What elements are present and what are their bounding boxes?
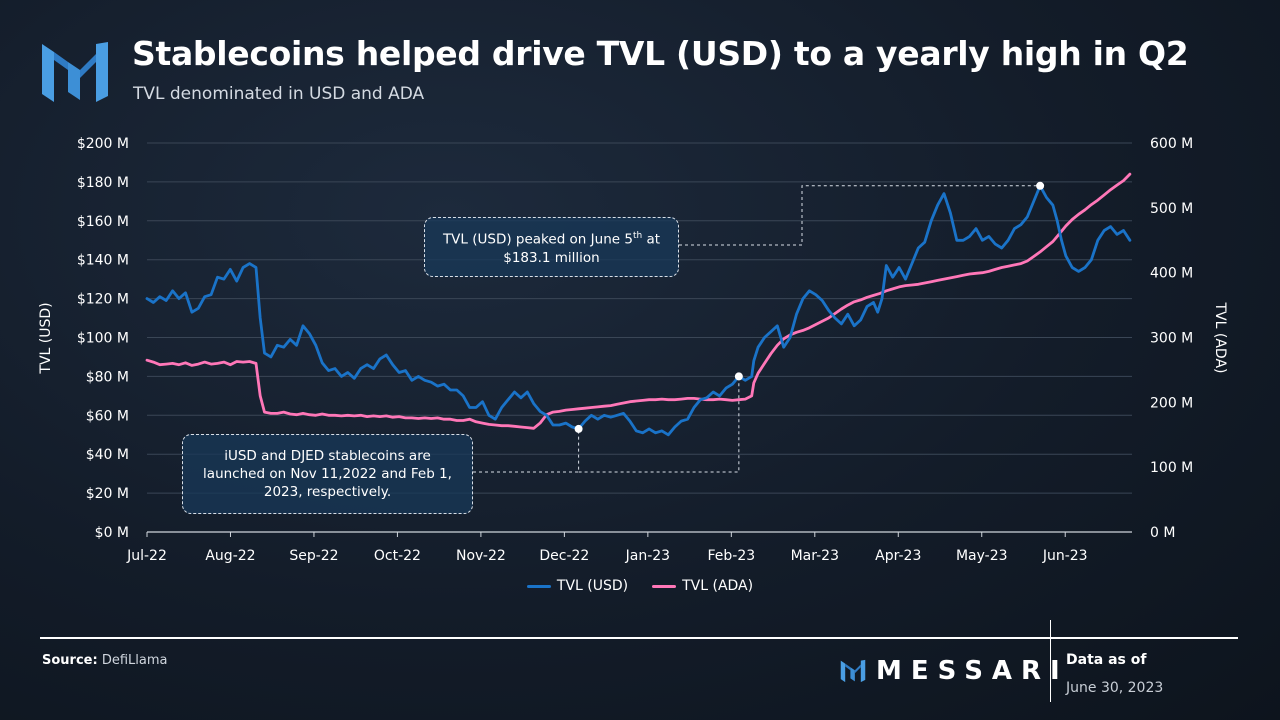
y-right-tick-label: 0 M — [1150, 525, 1175, 541]
chart-title: Stablecoins helped drive TVL (USD) to a … — [132, 34, 1189, 73]
x-tick-label: Aug-22 — [205, 548, 255, 564]
nov-connector — [473, 428, 580, 473]
feb-connector — [578, 376, 740, 473]
source-note: Source: DefiLlama — [42, 653, 167, 668]
annotation-connectors — [473, 185, 1041, 473]
axis-ticks: $0 M $20 M $40 M $60 M $80 M $100 M $120 M $140… — [77, 136, 1193, 564]
y-right-tick-label: 400 M — [1150, 266, 1193, 282]
x-tick-label: Apr-23 — [875, 548, 921, 564]
chart-subtitle: TVL denominated in USD and ADA — [133, 84, 425, 104]
y-right-tick-label: 600 M — [1150, 136, 1193, 152]
peak-annotation-sup: th — [632, 231, 643, 242]
y-left-tick-label: $80 M — [86, 369, 129, 385]
series-line-ada — [145, 172, 1132, 430]
y-left-tick-label: $160 M — [77, 214, 129, 230]
x-tick-label: May-23 — [956, 548, 1008, 564]
legend-swatch-usd — [526, 584, 551, 588]
series-lines — [145, 172, 1132, 437]
y-left-tick-label: $40 M — [86, 447, 129, 463]
stablecoin-annotation: iUSD and DJED stablecoins are launched o… — [182, 434, 473, 514]
series-line-usd — [145, 184, 1132, 437]
y-right-tick-label: 300 M — [1150, 331, 1193, 347]
x-tick-label: Dec-22 — [539, 548, 589, 564]
annotation-markers — [574, 181, 1045, 433]
messari-logo-icon — [42, 42, 108, 102]
chart-legend: TVL (USD) TVL (ADA) — [0, 578, 1280, 594]
data-as-of-date: June 30, 2023 — [1066, 680, 1164, 696]
y-left-tick-label: $200 M — [77, 136, 129, 152]
nov-marker — [574, 424, 583, 433]
footer-vertical-divider — [1050, 620, 1051, 702]
y-right-tick-label: 500 M — [1150, 201, 1193, 217]
x-tick-label: Nov-22 — [456, 548, 506, 564]
x-tick-label: Feb-23 — [707, 548, 755, 564]
stablecoin-annotation-text: iUSD and DJED stablecoins are launched o… — [203, 448, 452, 500]
x-tick-label: Mar-23 — [791, 548, 839, 564]
legend-item-usd[interactable]: TVL (USD) — [526, 578, 629, 594]
peak-marker — [1036, 181, 1045, 190]
y-left-tick-label: $20 M — [86, 486, 129, 502]
peak-annotation-value: $183.1 million — [503, 249, 600, 266]
x-tick-label: Jan-23 — [625, 548, 670, 564]
peak-annotation-text: TVL (USD) peaked on June 5 — [442, 231, 633, 248]
x-tick-label: Jun-23 — [1042, 548, 1088, 564]
source-label: Source: — [42, 653, 98, 668]
data-as-of-label: Data as of — [1066, 652, 1147, 668]
legend-item-ada[interactable]: TVL (ADA) — [652, 578, 753, 594]
legend-label-usd: TVL (USD) — [556, 578, 629, 594]
messari-brand: MESSARI — [840, 656, 1069, 686]
x-tick-label: Sep-22 — [289, 548, 338, 564]
y-right-tick-label: 100 M — [1150, 460, 1193, 476]
peak-annotation-text-end: at — [642, 231, 661, 248]
peak-connector — [679, 185, 1041, 246]
y-left-tick-label: $140 M — [77, 253, 129, 269]
feb-marker — [734, 372, 743, 381]
footer-divider — [40, 637, 1238, 639]
y-left-tick-label: $60 M — [86, 408, 129, 424]
y-axis-right-label: TVL (ADA) — [1212, 302, 1228, 374]
source-value: DefiLlama — [101, 653, 168, 668]
x-tick-label: Oct-22 — [374, 548, 421, 564]
y-axis-left-label: TVL (USD) — [38, 302, 54, 374]
x-tick-label: Jul-22 — [126, 548, 167, 564]
legend-label-ada: TVL (ADA) — [682, 578, 754, 594]
messari-brand-icon — [840, 659, 866, 683]
messari-wordmark: MESSARI — [876, 656, 1069, 686]
y-right-tick-label: 200 M — [1150, 395, 1193, 411]
y-left-tick-label: $100 M — [77, 331, 129, 347]
legend-swatch-ada — [652, 584, 677, 588]
y-left-tick-label: $0 M — [95, 525, 129, 541]
peak-annotation: TVL (USD) peaked on June 5th at $183.1 m… — [424, 217, 679, 277]
y-left-tick-label: $180 M — [77, 175, 129, 191]
y-left-tick-label: $120 M — [77, 292, 129, 308]
